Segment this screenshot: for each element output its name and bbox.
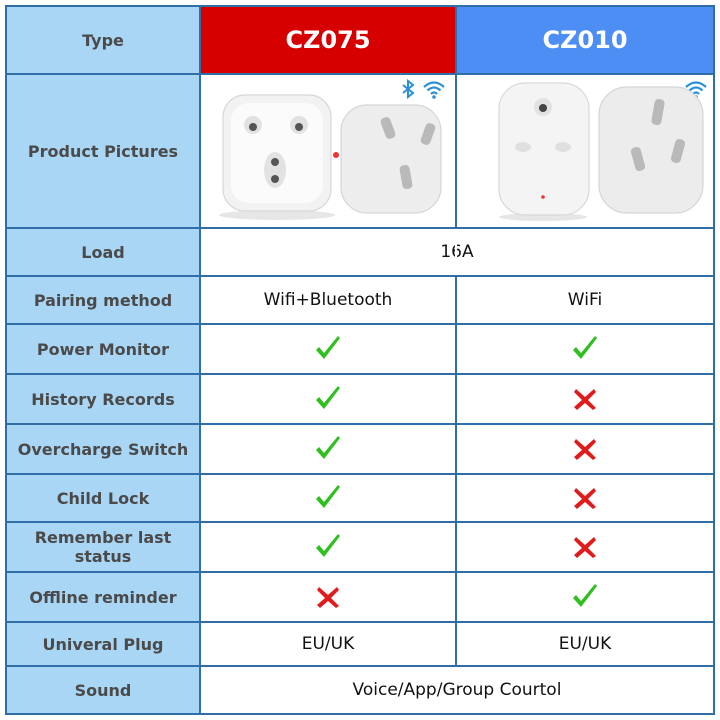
row-label-history-records: History Records: [7, 375, 199, 423]
type-label: Type: [82, 30, 124, 50]
grid-line: [199, 5, 201, 715]
check-icon: [316, 336, 340, 359]
grid-line: [455, 5, 457, 715]
grid-line: [5, 521, 715, 523]
row-value-sound: Voice/App/Group Courtol: [201, 667, 713, 713]
row-label-universal-plug: Univeral Plug: [7, 623, 199, 665]
model-b-header: CZ010: [457, 7, 713, 73]
grid-line: [5, 5, 715, 7]
model-b-name: CZ010: [542, 26, 628, 54]
row-label: Overcharge Switch: [17, 439, 189, 459]
cell-value: Wifi+Bluetooth: [263, 290, 393, 310]
cross-icon: [574, 439, 596, 460]
grid-line: [5, 423, 715, 425]
row-offline-reminder-model-a: [201, 573, 455, 621]
check-icon: [573, 336, 597, 359]
grid-line: [713, 5, 715, 715]
grid-line: [5, 473, 715, 475]
model-b-picture-cell: [457, 75, 713, 227]
row-label-offline-reminder: Offline reminder: [7, 573, 199, 621]
grid-line: [5, 621, 715, 623]
row-label: Pairing method: [33, 290, 173, 310]
pictures-label-cell: Product Pictures: [7, 75, 199, 227]
row-label-child-lock: Child Lock: [7, 475, 199, 521]
row-label: Univeral Plug: [42, 634, 164, 654]
cross-icon: [574, 389, 596, 410]
row-power-monitor-model-b: [457, 325, 713, 373]
row-power-monitor-model-a: [201, 325, 455, 373]
row-history-records-model-b: [457, 375, 713, 423]
grid-line: [5, 227, 715, 229]
check-icon: [316, 436, 340, 459]
row-label-pairing: Pairing method: [7, 277, 199, 323]
grid-line: [5, 323, 715, 325]
grid-line: [5, 571, 715, 573]
row-universal-plug-model-b: EU/UK: [457, 623, 713, 665]
row-pairing-model-a: Wifi+Bluetooth: [201, 277, 455, 323]
row-overcharge-switch-model-b: [457, 425, 713, 473]
row-remember-status-model-a: [201, 523, 455, 571]
row-label: Offline reminder: [29, 587, 177, 607]
row-label-overcharge-switch: Overcharge Switch: [7, 425, 199, 473]
row-label: Remember last status: [34, 528, 172, 566]
row-value-load: 16A: [201, 229, 713, 275]
row-label-sound: Sound: [7, 667, 199, 713]
row-label: Load: [81, 242, 125, 262]
check-icon: [316, 534, 340, 557]
cross-icon: [574, 488, 596, 509]
check-icon: [316, 485, 340, 508]
bluetooth-icon: [402, 78, 415, 100]
cell-value: WiFi: [567, 290, 603, 310]
row-child-lock-model-b: [457, 475, 713, 521]
row-label-power-monitor: Power Monitor: [7, 325, 199, 373]
row-label-load: Load: [7, 229, 199, 275]
cell-value: EU/UK: [558, 634, 612, 654]
row-label-remember-status: Remember last status: [7, 523, 199, 571]
grid-line: [5, 373, 715, 375]
row-label: Power Monitor: [36, 339, 170, 359]
row-pairing-model-b: WiFi: [457, 277, 713, 323]
pictures-label: Product Pictures: [27, 141, 179, 161]
merged-cell-gap: [455, 229, 457, 275]
wifi-icon: [423, 81, 445, 99]
type-label-cell: Type: [7, 7, 199, 73]
model-b-product-image: [498, 81, 707, 221]
row-offline-reminder-model-b: [457, 573, 713, 621]
row-label: Child Lock: [56, 488, 150, 508]
grid-line: [5, 713, 715, 715]
grid-line: [5, 5, 7, 715]
row-child-lock-model-a: [201, 475, 455, 521]
model-a-product-image: [219, 78, 445, 220]
row-remember-status-model-b: [457, 523, 713, 571]
row-universal-plug-model-a: EU/UK: [201, 623, 455, 665]
model-a-name: CZ075: [285, 26, 371, 54]
row-overcharge-switch-model-a: [201, 425, 455, 473]
check-icon: [316, 386, 340, 409]
cross-icon: [317, 587, 339, 608]
model-a-picture-cell: [201, 75, 455, 227]
check-icon: [573, 584, 597, 607]
cell-value: EU/UK: [301, 634, 355, 654]
grid-line: [5, 73, 715, 75]
grid-line: [5, 665, 715, 667]
merged-cell-gap: [455, 667, 457, 713]
row-history-records-model-a: [201, 375, 455, 423]
row-label: History Records: [31, 389, 175, 409]
cross-icon: [574, 537, 596, 558]
row-label: Sound: [74, 680, 132, 700]
grid-line: [5, 275, 715, 277]
model-a-header: CZ075: [201, 7, 455, 73]
